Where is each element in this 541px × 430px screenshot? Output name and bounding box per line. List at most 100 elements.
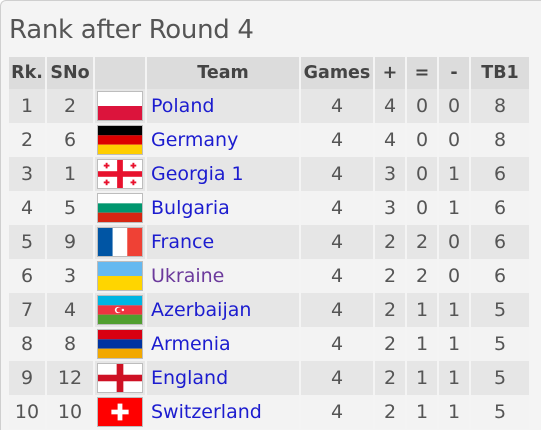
table-row: 3 1 Georgia 1 4 3 0 1 6 [9, 157, 529, 191]
switzerland-flag-icon [97, 397, 143, 427]
rank-cell: 4 [9, 191, 45, 225]
col-header-games[interactable]: Games [301, 57, 373, 89]
wins-cell: 2 [375, 395, 405, 429]
rank-cell: 6 [9, 259, 45, 293]
col-header-flag [95, 57, 145, 89]
col-header-draw[interactable]: = [407, 57, 437, 89]
tb1-cell: 5 [471, 395, 529, 429]
sno-cell: 3 [47, 259, 93, 293]
games-cell: 4 [301, 225, 373, 259]
team-link[interactable]: Armenia [147, 327, 299, 361]
games-cell: 4 [301, 123, 373, 157]
team-link[interactable]: England [147, 361, 299, 395]
table-row: 4 5 Bulgaria 4 3 0 1 6 [9, 191, 529, 225]
table-row: 6 3 Ukraine 4 2 2 0 6 [9, 259, 529, 293]
games-cell: 4 [301, 191, 373, 225]
england-flag-icon [97, 363, 143, 393]
tb1-cell: 6 [471, 259, 529, 293]
games-cell: 4 [301, 293, 373, 327]
rank-cell: 7 [9, 293, 45, 327]
col-header-rank[interactable]: Rk. [9, 57, 45, 89]
rank-cell: 10 [9, 395, 45, 429]
wins-cell: 2 [375, 259, 405, 293]
georgia-flag-icon [97, 159, 143, 189]
table-row: 9 12 England 4 2 1 1 5 [9, 361, 529, 395]
tb1-cell: 6 [471, 157, 529, 191]
team-link[interactable]: Germany [147, 123, 299, 157]
sno-cell: 1 [47, 157, 93, 191]
azerbaijan-flag-icon [97, 295, 143, 325]
sno-cell: 9 [47, 225, 93, 259]
losses-cell: 0 [439, 225, 469, 259]
draws-cell: 2 [407, 259, 437, 293]
losses-cell: 1 [439, 395, 469, 429]
sno-cell: 4 [47, 293, 93, 327]
table-row: 1 2 Poland 4 4 0 0 8 [9, 89, 529, 123]
games-cell: 4 [301, 157, 373, 191]
losses-cell: 1 [439, 361, 469, 395]
sno-cell: 8 [47, 327, 93, 361]
draws-cell: 1 [407, 361, 437, 395]
tb1-cell: 6 [471, 191, 529, 225]
table-row: 2 6 Germany 4 4 0 0 8 [9, 123, 529, 157]
bulgaria-flag-icon [97, 193, 143, 223]
wins-cell: 4 [375, 89, 405, 123]
col-header-tb1[interactable]: TB1 [471, 57, 529, 89]
header-row: Rk. SNo Team Games + = - TB1 [9, 57, 529, 89]
rank-cell: 5 [9, 225, 45, 259]
tb1-cell: 6 [471, 225, 529, 259]
team-link[interactable]: Poland [147, 89, 299, 123]
wins-cell: 2 [375, 361, 405, 395]
col-header-plus[interactable]: + [375, 57, 405, 89]
team-link[interactable]: Azerbaijan [147, 293, 299, 327]
draws-cell: 2 [407, 225, 437, 259]
table-row: 5 9 France 4 2 2 0 6 [9, 225, 529, 259]
tb1-cell: 5 [471, 293, 529, 327]
col-header-minus[interactable]: - [439, 57, 469, 89]
wins-cell: 2 [375, 327, 405, 361]
wins-cell: 3 [375, 191, 405, 225]
games-cell: 4 [301, 361, 373, 395]
tb1-cell: 5 [471, 361, 529, 395]
france-flag-icon [97, 227, 143, 257]
team-link[interactable]: Ukraine [147, 259, 299, 293]
ukraine-flag-icon [97, 261, 143, 291]
germany-flag-icon [97, 125, 143, 155]
col-header-sno[interactable]: SNo [47, 57, 93, 89]
games-cell: 4 [301, 395, 373, 429]
wins-cell: 4 [375, 123, 405, 157]
draws-cell: 0 [407, 157, 437, 191]
sno-cell: 2 [47, 89, 93, 123]
rank-cell: 1 [9, 89, 45, 123]
wins-cell: 3 [375, 157, 405, 191]
team-link[interactable]: Bulgaria [147, 191, 299, 225]
col-header-team[interactable]: Team [147, 57, 299, 89]
table-row: 8 8 Armenia 4 2 1 1 5 [9, 327, 529, 361]
games-cell: 4 [301, 89, 373, 123]
draws-cell: 1 [407, 327, 437, 361]
team-link[interactable]: France [147, 225, 299, 259]
poland-flag-icon [97, 91, 143, 121]
armenia-flag-icon [97, 329, 143, 359]
losses-cell: 1 [439, 157, 469, 191]
table-row: 7 4 Azerbaijan 4 2 1 1 5 [9, 293, 529, 327]
standings-table: Rk. SNo Team Games + = - TB1 1 2 Poland … [7, 57, 531, 429]
rank-cell: 9 [9, 361, 45, 395]
tb1-cell: 8 [471, 89, 529, 123]
team-link[interactable]: Switzerland [147, 395, 299, 429]
losses-cell: 1 [439, 191, 469, 225]
losses-cell: 1 [439, 327, 469, 361]
draws-cell: 0 [407, 123, 437, 157]
wins-cell: 2 [375, 225, 405, 259]
losses-cell: 0 [439, 89, 469, 123]
games-cell: 4 [301, 259, 373, 293]
table-row: 10 10 Switzerland 4 2 1 1 5 [9, 395, 529, 429]
sno-cell: 10 [47, 395, 93, 429]
losses-cell: 0 [439, 259, 469, 293]
draws-cell: 0 [407, 89, 437, 123]
sno-cell: 5 [47, 191, 93, 225]
rank-cell: 2 [9, 123, 45, 157]
page-title: Rank after Round 4 [9, 15, 254, 45]
team-link[interactable]: Georgia 1 [147, 157, 299, 191]
tb1-cell: 8 [471, 123, 529, 157]
